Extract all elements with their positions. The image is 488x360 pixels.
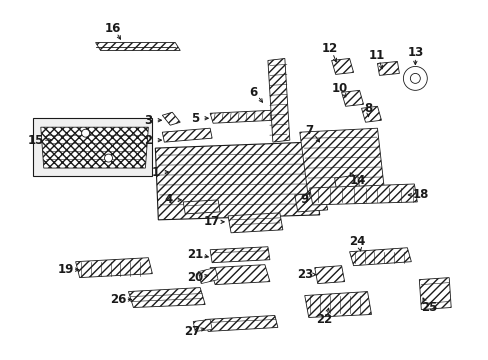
Bar: [33, 118, 152, 176]
Text: 2: 2: [144, 134, 152, 147]
Text: 14: 14: [348, 174, 365, 186]
Text: 16: 16: [104, 22, 121, 35]
Text: 3: 3: [144, 114, 152, 127]
Polygon shape: [210, 265, 269, 285]
Polygon shape: [193, 319, 212, 332]
Text: 9: 9: [300, 193, 308, 206]
Text: 27: 27: [183, 325, 200, 338]
Text: 7: 7: [305, 124, 313, 137]
Text: 17: 17: [203, 215, 220, 228]
Circle shape: [81, 129, 89, 137]
Polygon shape: [210, 247, 269, 263]
Text: 26: 26: [110, 293, 126, 306]
Text: 12: 12: [321, 42, 337, 55]
Polygon shape: [162, 128, 212, 142]
Text: 10: 10: [331, 82, 347, 95]
Text: 22: 22: [316, 313, 332, 326]
Polygon shape: [341, 90, 363, 106]
Polygon shape: [210, 110, 274, 123]
Polygon shape: [267, 58, 289, 142]
Polygon shape: [227, 213, 282, 233]
Text: 5: 5: [191, 112, 199, 125]
Text: 1: 1: [151, 166, 159, 179]
Polygon shape: [95, 42, 180, 50]
Text: 6: 6: [248, 86, 257, 99]
Polygon shape: [331, 58, 353, 75]
Text: 18: 18: [412, 188, 428, 202]
Polygon shape: [41, 127, 148, 168]
Polygon shape: [377, 62, 399, 75]
Polygon shape: [361, 106, 381, 122]
Text: 13: 13: [407, 46, 423, 59]
Text: 11: 11: [367, 49, 384, 62]
Text: 23: 23: [296, 268, 312, 281]
Polygon shape: [155, 142, 319, 220]
Polygon shape: [205, 315, 277, 332]
Text: 24: 24: [348, 235, 365, 248]
Text: 8: 8: [364, 102, 372, 115]
Polygon shape: [128, 288, 205, 307]
Polygon shape: [309, 184, 416, 205]
Polygon shape: [198, 268, 218, 284]
Polygon shape: [162, 112, 180, 125]
Polygon shape: [294, 193, 327, 212]
Text: 19: 19: [58, 263, 74, 276]
Text: 21: 21: [187, 248, 203, 261]
Text: 15: 15: [27, 134, 44, 147]
Polygon shape: [419, 278, 450, 310]
Text: 4: 4: [164, 193, 172, 206]
Polygon shape: [349, 248, 410, 266]
Circle shape: [409, 73, 420, 84]
Circle shape: [104, 154, 112, 162]
Text: 20: 20: [187, 271, 203, 284]
Polygon shape: [304, 292, 371, 318]
Polygon shape: [76, 258, 152, 278]
Polygon shape: [299, 128, 384, 193]
Polygon shape: [314, 266, 344, 284]
Polygon shape: [334, 175, 359, 191]
Circle shape: [403, 67, 427, 90]
Text: 25: 25: [420, 301, 437, 314]
Polygon shape: [183, 200, 220, 214]
